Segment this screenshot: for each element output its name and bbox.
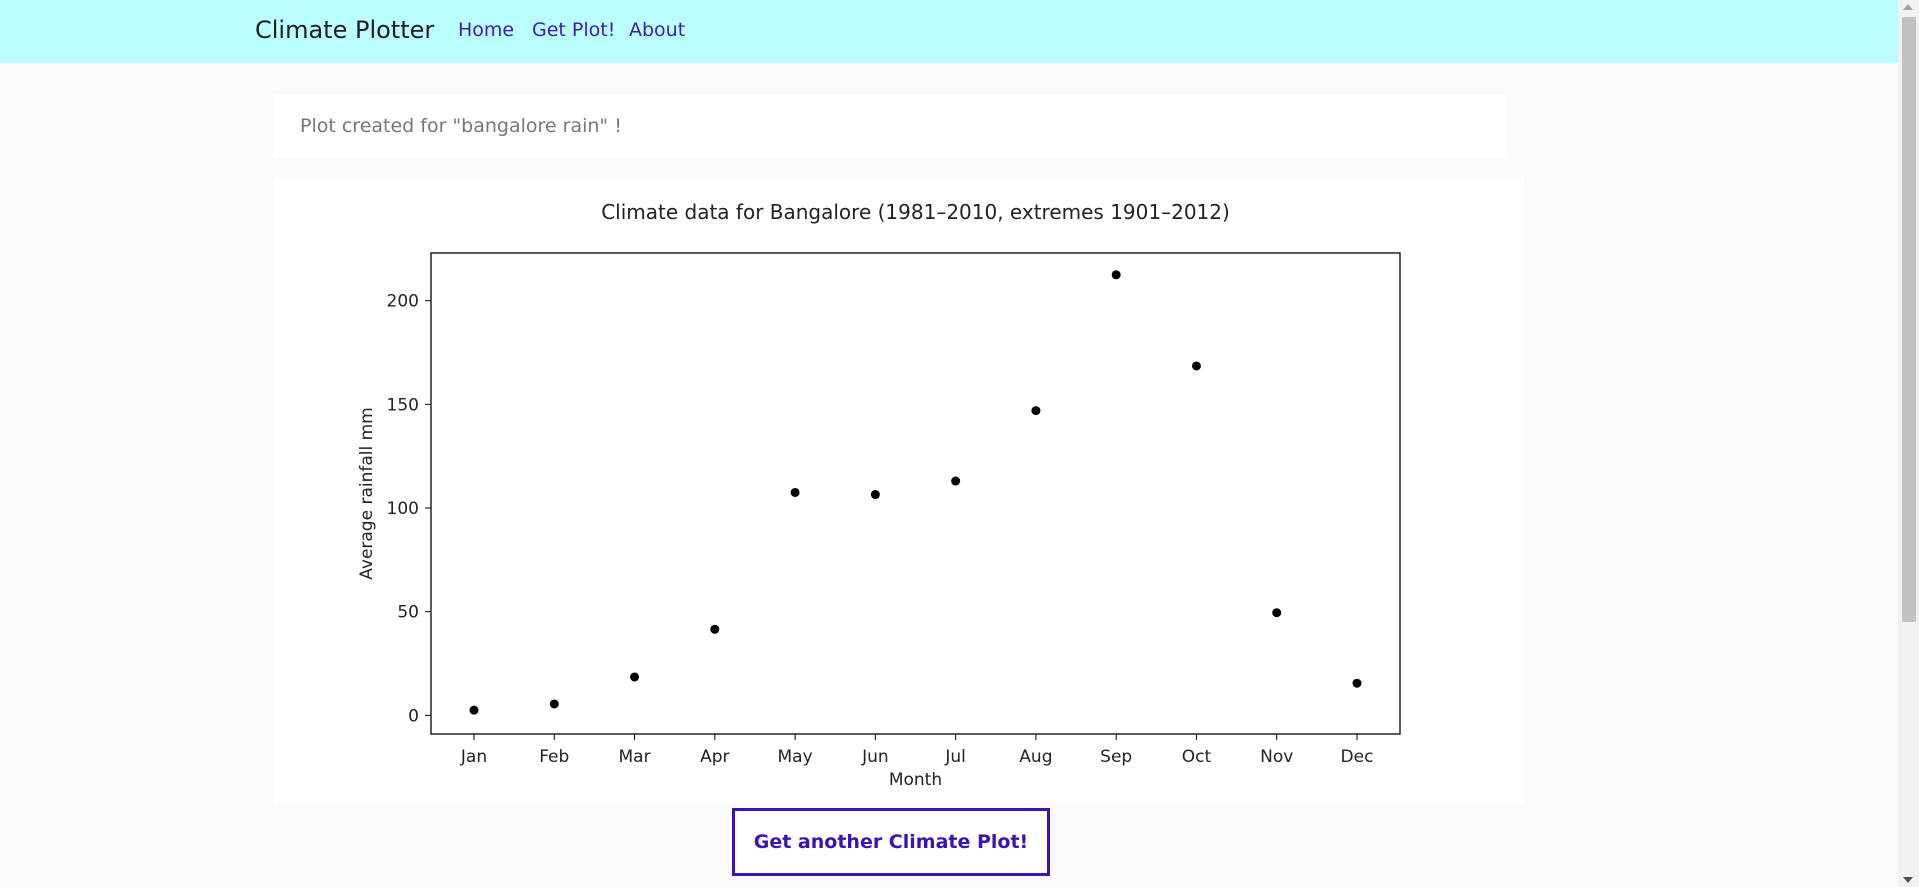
x-tick-label: Jan <box>460 747 487 767</box>
brand-link[interactable]: Climate Plotter <box>255 16 435 44</box>
x-tick-label: Apr <box>700 747 729 767</box>
nav-link-about[interactable]: About <box>629 19 686 41</box>
navbar: Climate Plotter Home Get Plot! About <box>0 0 1898 63</box>
x-tick-label: Feb <box>539 747 569 767</box>
y-axis-label: Average rainfall mm <box>357 407 377 580</box>
data-point-mar <box>630 672 640 682</box>
data-point-feb <box>549 699 559 709</box>
data-point-sep <box>1111 270 1121 280</box>
data-point-jan <box>469 705 479 715</box>
nav-link-get-plot[interactable]: Get Plot! <box>532 19 616 41</box>
x-tick-label: Nov <box>1260 747 1293 767</box>
data-point-jun <box>870 490 880 500</box>
x-tick-label: Jun <box>861 747 889 767</box>
y-tick-label: 50 <box>397 603 419 623</box>
data-point-may <box>790 487 800 497</box>
nav-link-home[interactable]: Home <box>458 19 515 41</box>
rainfall-scatter-chart: Climate data for Bangalore (1981–2010, e… <box>357 200 1401 790</box>
scroll-thumb[interactable] <box>1902 17 1916 622</box>
y-tick-label: 0 <box>408 706 419 726</box>
data-point-nov <box>1272 608 1282 618</box>
x-tick-label: May <box>778 747 813 767</box>
x-tick-label: Jul <box>944 747 966 767</box>
y-tick-label: 200 <box>387 292 419 312</box>
x-tick-label: Aug <box>1019 747 1052 767</box>
x-tick-label: Oct <box>1182 747 1212 767</box>
plot-area-frame <box>430 252 1401 735</box>
y-tick-label: 100 <box>387 499 419 519</box>
plot-created-message: Plot created for "bangalore rain" ! <box>274 95 1507 157</box>
page-scrollbar[interactable] <box>1898 0 1919 887</box>
scroll-up-arrow-icon[interactable] <box>1903 4 1913 10</box>
plot-card: Climate data for Bangalore (1981–2010, e… <box>274 177 1524 803</box>
y-tick-label: 150 <box>387 395 419 415</box>
data-point-apr <box>710 624 720 634</box>
x-axis-label: Month <box>889 770 942 790</box>
data-point-dec <box>1352 678 1362 688</box>
data-point-aug <box>1031 406 1041 416</box>
x-tick-label: Mar <box>619 747 651 767</box>
scroll-down-arrow-icon[interactable] <box>1903 877 1913 883</box>
chart-title: Climate data for Bangalore (1981–2010, e… <box>601 200 1230 224</box>
x-tick-label: Sep <box>1100 747 1132 767</box>
data-point-jul <box>951 476 961 486</box>
data-point-oct <box>1191 361 1201 371</box>
x-tick-label: Dec <box>1341 747 1374 767</box>
get-another-plot-button[interactable]: Get another Climate Plot! <box>732 808 1050 876</box>
